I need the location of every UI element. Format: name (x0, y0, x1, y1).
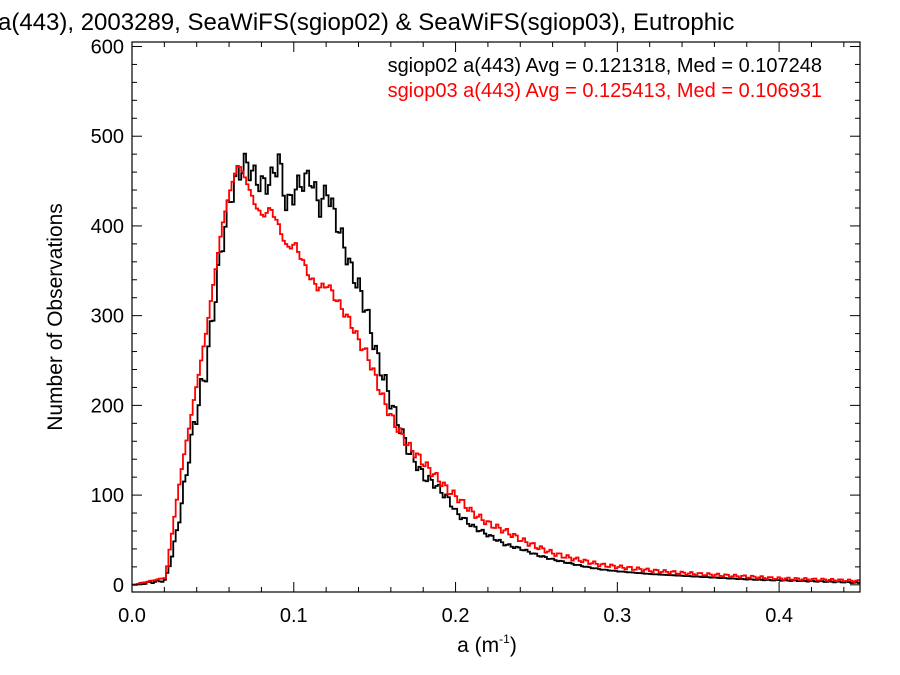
x-tick-label: 0.3 (603, 605, 631, 627)
legend-entry-sgiop02: sgiop02 a(443) Avg = 0.121318, Med = 0.1… (388, 55, 822, 77)
legend-entry-sgiop03: sgiop03 a(443) Avg = 0.125413, Med = 0.1… (388, 80, 822, 102)
x-tick-label: 0.2 (442, 605, 470, 627)
y-axis: 0 100 200 300 400 500 600 (91, 36, 860, 597)
series-line-sgiop02 (132, 152, 860, 586)
y-tick-label: 0 (113, 575, 124, 597)
x-tick-label: 0.1 (280, 605, 308, 627)
y-tick-label: 600 (91, 36, 124, 58)
y-tick-label: 500 (91, 126, 124, 148)
x-tick-label: 0.4 (765, 605, 793, 627)
legend: sgiop02 a(443) Avg = 0.121318, Med = 0.1… (388, 55, 822, 102)
y-tick-label: 200 (91, 395, 124, 417)
x-axis-label: a (m-1) (457, 632, 517, 657)
y-tick-label: 300 (91, 306, 124, 328)
series-layer (132, 152, 860, 586)
x-tick-label: 0.0 (118, 605, 146, 627)
y-tick-label: 100 (91, 485, 124, 507)
y-axis-label: Number of Observations (44, 203, 67, 431)
y-tick-label: 400 (91, 216, 124, 238)
chart-title: a(443), 2003289, SeaWiFS(sgiop02) & SeaW… (0, 9, 734, 36)
plot-frame (131, 41, 861, 593)
series-line-sgiop03 (132, 165, 860, 586)
x-axis: 0.0 0.1 0.2 0.3 0.4 (118, 42, 845, 627)
